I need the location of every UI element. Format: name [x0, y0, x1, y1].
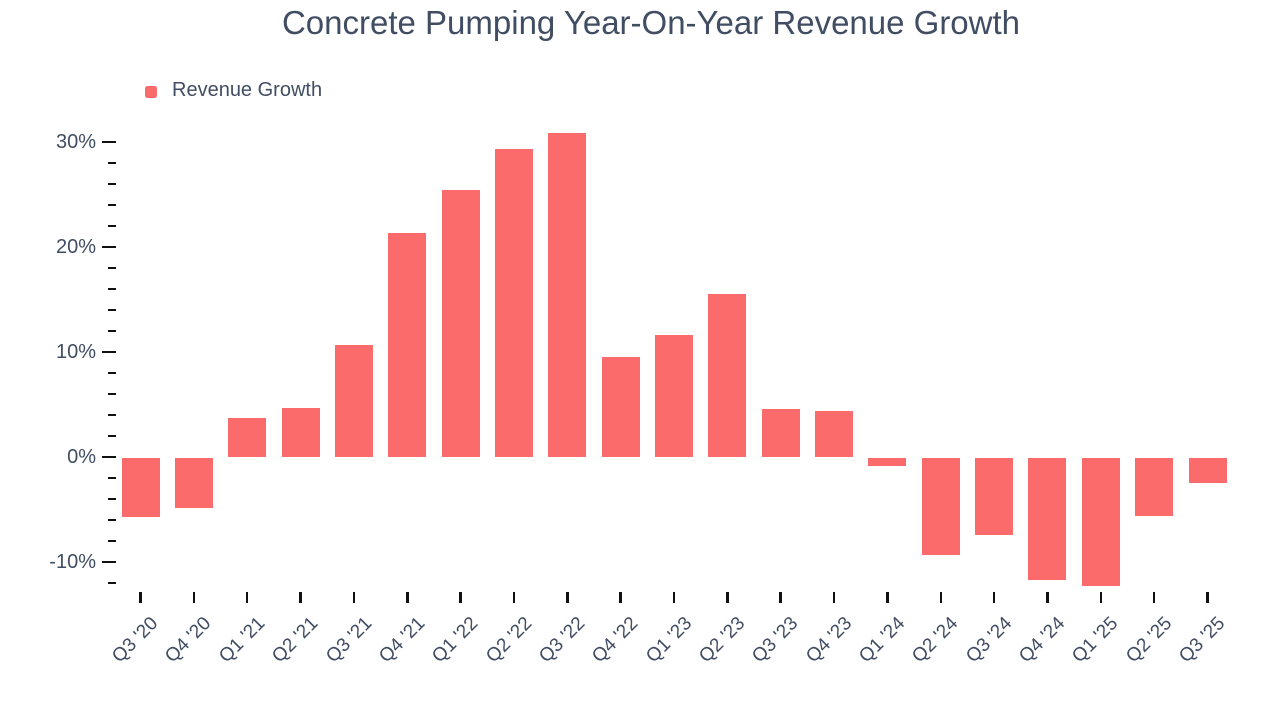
x-axis-label: Q3 '23	[748, 613, 803, 668]
y-axis-label: 30%	[55, 131, 96, 153]
y-axis-minor-tick	[108, 329, 116, 333]
x-axis-tick	[779, 592, 782, 603]
y-axis-minor-tick	[108, 287, 116, 291]
x-axis-tick	[886, 592, 889, 603]
x-axis-label: Q1 '23	[641, 613, 696, 668]
y-axis-minor-tick	[108, 224, 116, 228]
bar-q3-24	[975, 458, 1014, 535]
x-axis-label: Q4 '20	[161, 613, 216, 668]
y-axis-minor-tick	[108, 518, 116, 522]
y-axis-minor-tick	[108, 266, 116, 270]
y-axis-major-tick	[102, 350, 116, 354]
y-axis-minor-tick	[108, 539, 116, 543]
x-axis-tick	[512, 592, 516, 603]
y-axis-major-tick	[102, 140, 116, 144]
y-axis-label: 10%	[55, 341, 96, 363]
x-axis-label: Q3 '20	[108, 613, 163, 668]
x-axis-label: Q3 '24	[961, 613, 1016, 668]
bar-q1-23	[655, 335, 693, 457]
y-axis-major-tick	[102, 455, 116, 459]
x-axis-label: Q4 '23	[801, 613, 856, 668]
x-axis-tick	[192, 592, 196, 603]
x-axis-tick	[566, 592, 569, 603]
y-axis-minor-tick	[108, 581, 116, 585]
bar-q1-24	[868, 458, 907, 467]
y-axis-major-tick	[102, 560, 116, 564]
x-axis-tick	[459, 592, 462, 603]
x-axis-tick	[619, 592, 622, 603]
x-axis-tick	[406, 592, 409, 603]
y-axis-label: -10%	[49, 551, 96, 573]
x-axis-label: Q1 '24	[855, 613, 910, 668]
y-axis-minor-tick	[108, 497, 116, 501]
y-axis-minor-tick	[108, 371, 116, 375]
y-axis-minor-tick	[108, 308, 116, 312]
bar-q1-25	[1081, 458, 1120, 587]
bar-q3-21	[334, 344, 373, 457]
y-axis-minor-tick	[108, 413, 116, 417]
x-axis-label: Q4 '22	[588, 613, 643, 668]
x-axis-label: Q2 '24	[908, 613, 963, 668]
x-axis-tick	[139, 592, 142, 603]
x-axis-label: Q3 '21	[321, 613, 376, 668]
y-axis-minor-tick	[108, 392, 116, 396]
bar-q1-22	[441, 190, 480, 457]
bar-q4-23	[815, 410, 854, 457]
x-axis-label: Q2 '23	[695, 613, 750, 668]
x-axis-label: Q4 '24	[1015, 613, 1070, 668]
bar-q4-24	[1028, 458, 1067, 580]
y-axis-minor-tick	[108, 434, 116, 438]
x-axis-label: Q1 '21	[215, 613, 270, 668]
y-axis-label: 0%	[67, 446, 96, 468]
x-axis-label: Q2 '25	[1121, 613, 1177, 668]
y-axis-minor-tick	[108, 161, 116, 165]
x-axis-label: Q1 '25	[1068, 613, 1123, 668]
x-axis-label: Q2 '21	[268, 613, 323, 668]
y-axis-minor-tick	[108, 182, 116, 186]
y-axis-minor-tick	[108, 476, 116, 480]
legend-label: Revenue Growth	[172, 79, 323, 101]
x-axis-tick	[1206, 592, 1209, 603]
y-axis-label: 20%	[55, 236, 96, 258]
x-axis-label: Q4 '21	[375, 613, 430, 668]
legend-swatch-icon	[145, 86, 157, 98]
x-axis-tick	[992, 592, 996, 603]
bar-q3-20	[121, 458, 160, 517]
x-axis-tick	[299, 592, 302, 603]
bar-q3-25	[1188, 458, 1227, 484]
x-axis-label: Q2 '22	[481, 613, 536, 668]
x-axis-label: Q1 '22	[428, 613, 483, 668]
x-axis-label: Q3 '25	[1175, 613, 1230, 668]
bar-q2-25	[1135, 458, 1174, 516]
x-axis-tick	[672, 592, 676, 603]
bar-q4-20	[174, 458, 213, 509]
bar-q3-22	[548, 132, 587, 457]
bar-q4-21	[388, 233, 427, 457]
y-axis-minor-tick	[108, 203, 116, 207]
x-axis-tick	[245, 592, 249, 603]
bar-q2-21	[281, 407, 320, 457]
x-axis-tick	[1099, 592, 1103, 603]
x-axis-tick	[832, 592, 836, 603]
x-axis-tick	[352, 592, 356, 603]
x-axis-tick	[1152, 592, 1156, 603]
chart-title: Concrete Pumping Year-On-Year Revenue Gr…	[281, 4, 1021, 41]
x-axis-tick	[1046, 592, 1049, 603]
bar-q1-21	[228, 418, 267, 457]
y-axis-major-tick	[102, 245, 116, 249]
bar-q2-23	[708, 294, 747, 457]
x-axis-tick	[939, 592, 942, 603]
bar-q4-22	[601, 357, 640, 457]
bar-q2-22	[494, 149, 533, 457]
bar-q3-23	[761, 408, 800, 457]
bar-q2-24	[921, 458, 960, 555]
x-axis-label: Q3 '22	[535, 613, 590, 668]
x-axis-tick	[726, 592, 729, 603]
